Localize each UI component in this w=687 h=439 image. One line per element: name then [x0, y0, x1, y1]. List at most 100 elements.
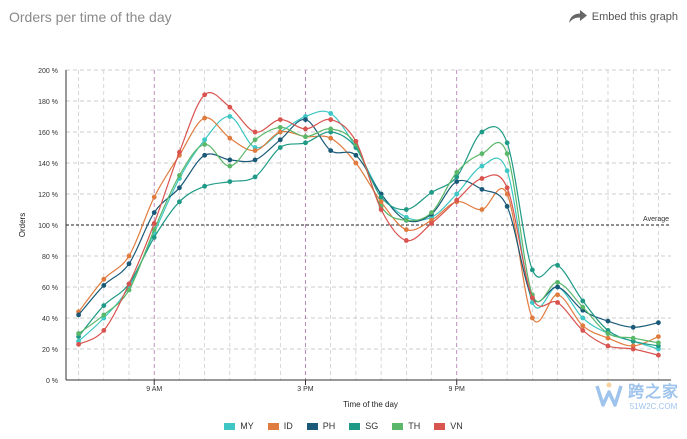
data-point-id	[529, 315, 535, 321]
legend-label: VN	[450, 421, 463, 431]
data-point-sg	[403, 207, 409, 212]
data-point-vn	[177, 149, 182, 155]
data-point-ph	[630, 324, 636, 330]
data-point-my	[328, 111, 334, 116]
legend-label: SG	[365, 421, 379, 431]
embed-graph-button[interactable]: Embed this graph	[568, 10, 678, 23]
data-point-vn	[303, 126, 308, 132]
data-point-ph	[177, 185, 182, 191]
watermark: 跨之家 51W2C.COM	[594, 378, 679, 411]
data-point-th	[277, 124, 283, 130]
legend-item-th[interactable]: TH	[392, 421, 420, 431]
legend-item-sg[interactable]: SG	[349, 421, 378, 431]
data-point-id	[101, 276, 107, 282]
data-point-vn	[655, 352, 661, 358]
data-point-th	[429, 210, 434, 216]
y-tick-label: 180 %	[38, 99, 58, 106]
legend-swatch	[306, 422, 318, 430]
embed-graph-label: Embed this graph	[591, 10, 678, 23]
data-point-ph	[151, 210, 157, 216]
legend-label: PH	[322, 421, 336, 431]
data-point-id	[655, 334, 661, 339]
legend-item-my[interactable]: MY	[224, 421, 254, 431]
average-label: Average	[643, 216, 669, 223]
data-point-vn	[378, 207, 384, 212]
data-point-vn	[277, 117, 283, 122]
data-point-ph	[252, 157, 258, 163]
data-point-id	[378, 199, 384, 205]
legend-swatch	[267, 422, 279, 430]
data-point-vn	[101, 328, 107, 333]
data-point-vn	[252, 129, 258, 135]
legend-item-vn[interactable]: VN	[434, 421, 463, 431]
data-point-th	[555, 279, 560, 285]
data-point-id	[479, 207, 485, 212]
watermark-en: 51W2C.COM	[629, 402, 678, 411]
data-point-th	[177, 173, 182, 178]
y-tick-label: 160 %	[38, 130, 58, 137]
data-point-sg	[227, 179, 233, 185]
data-point-th	[580, 304, 586, 310]
y-tick-label: 80 %	[42, 254, 58, 261]
data-point-vn	[630, 346, 636, 352]
x-tick-label: 3 PM	[297, 386, 314, 393]
data-point-th	[101, 312, 107, 318]
data-point-sg	[454, 174, 460, 180]
data-point-th	[76, 331, 82, 336]
data-point-id	[252, 148, 258, 154]
data-point-ph	[76, 312, 82, 318]
legend-swatch	[392, 422, 404, 430]
data-point-id	[403, 227, 409, 233]
data-point-th	[126, 287, 132, 293]
y-tick-label: 40 %	[42, 316, 58, 323]
y-tick-label: 100 %	[38, 223, 58, 230]
data-point-ph	[655, 320, 661, 326]
series-line-my	[78, 110, 659, 350]
y-axis-title: Orders	[18, 213, 27, 237]
y-tick-label: 120 %	[38, 192, 58, 199]
data-point-ph	[605, 318, 611, 324]
series-id	[76, 115, 661, 349]
data-point-vn	[202, 92, 208, 98]
data-point-my	[504, 168, 510, 174]
data-point-vn	[504, 185, 510, 191]
data-point-th	[630, 335, 636, 341]
data-point-sg	[479, 129, 485, 135]
data-point-vn	[353, 138, 359, 144]
data-point-vn	[151, 221, 157, 226]
data-point-sg	[555, 262, 560, 268]
data-point-ph	[555, 284, 560, 290]
x-tick-label: 9 PM	[449, 386, 466, 393]
data-point-ph	[126, 261, 132, 267]
data-point-vn	[429, 221, 434, 226]
data-point-sg	[429, 190, 434, 195]
data-point-id	[580, 323, 586, 329]
data-point-id	[277, 129, 283, 135]
legend-swatch	[349, 422, 361, 430]
data-point-ph	[454, 179, 460, 185]
data-point-ph	[277, 137, 283, 143]
series-line-sg	[78, 126, 659, 347]
data-point-my	[580, 315, 586, 321]
data-point-vn	[555, 300, 560, 305]
data-point-ph	[328, 148, 334, 154]
legend-item-id[interactable]: ID	[267, 421, 293, 431]
series-line-ph	[78, 118, 659, 328]
series-sg	[76, 126, 661, 349]
data-point-vn	[454, 197, 460, 203]
y-tick-label: 200 %	[38, 68, 58, 75]
x-tick-label: 9 AM	[146, 386, 162, 393]
y-tick-label: 140 %	[38, 161, 58, 168]
legend-label: MY	[240, 421, 254, 431]
data-point-th	[303, 134, 308, 140]
data-point-my	[227, 114, 233, 119]
data-point-sg	[303, 140, 308, 146]
data-point-vn	[479, 176, 485, 181]
page-title: Orders per time of the day	[9, 9, 172, 25]
data-point-sg	[101, 303, 107, 308]
data-point-sg	[529, 267, 535, 273]
data-point-ph	[504, 204, 510, 209]
legend-item-ph[interactable]: PH	[306, 421, 336, 431]
data-point-vn	[403, 238, 409, 243]
